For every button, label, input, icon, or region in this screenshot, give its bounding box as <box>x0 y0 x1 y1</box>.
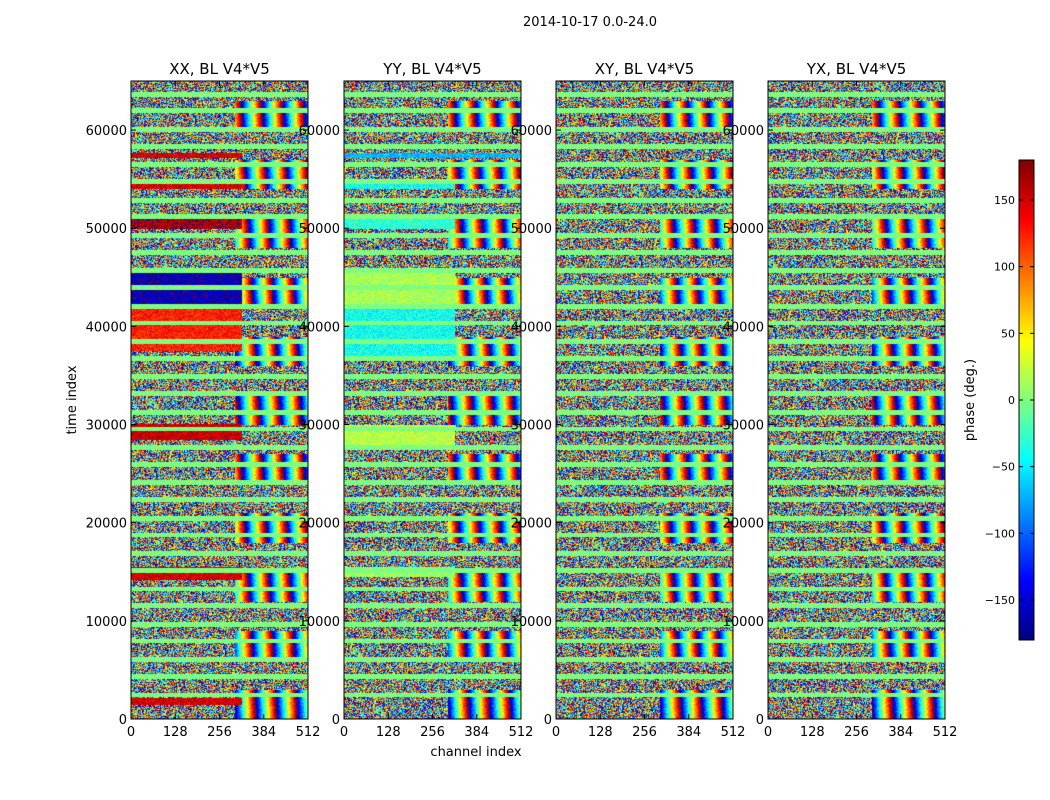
heatmap-image <box>768 81 945 719</box>
y-tick-label: 20000 <box>511 517 552 532</box>
colorbar-label: phase (deg.) <box>963 359 978 441</box>
y-tick-label: 20000 <box>86 517 127 532</box>
colorbar-tick-label: 150 <box>994 194 1015 207</box>
x-tick-label: 384 <box>251 725 276 740</box>
y-tick-label: 30000 <box>723 419 764 434</box>
colorbar-tick-label: −50 <box>992 461 1015 474</box>
y-tick-label: 60000 <box>723 124 764 139</box>
heatmap-image <box>344 81 521 719</box>
y-tick-label: 0 <box>332 713 340 728</box>
y-tick-label: 0 <box>544 713 552 728</box>
y-tick-label: 10000 <box>299 615 340 630</box>
y-tick-label: 30000 <box>299 419 340 434</box>
y-tick-label: 30000 <box>86 419 127 434</box>
x-tick-label: 128 <box>588 725 613 740</box>
x-tick-label: 128 <box>800 725 825 740</box>
panel-title: XX, BL V4*V5 <box>169 60 270 78</box>
y-tick-label: 0 <box>119 713 127 728</box>
y-tick-label: 10000 <box>511 615 552 630</box>
panel-3: XY, BL V4*V5 0 128 256 384 512 0 10000 20000 3000… <box>511 60 746 740</box>
x-tick-label: 512 <box>296 725 321 740</box>
y-tick-label: 50000 <box>299 222 340 237</box>
heatmap-image <box>556 81 733 719</box>
x-tick-label: 512 <box>933 725 958 740</box>
colorbar-tick-label: −150 <box>985 594 1015 607</box>
heatmap-canvas <box>768 81 945 719</box>
colorbar-tick-label: 100 <box>994 261 1015 274</box>
y-tick-label: 40000 <box>511 320 552 335</box>
x-tick-label: 512 <box>509 725 534 740</box>
x-tick-label: 256 <box>844 725 869 740</box>
y-tick-label: 20000 <box>723 517 764 532</box>
figure-suptitle: 2014-10-17 0.0-24.0 <box>523 15 657 30</box>
x-tick-label: 128 <box>376 725 401 740</box>
y-tick-label: 50000 <box>86 222 127 237</box>
y-tick-label: 60000 <box>299 124 340 139</box>
y-tick-label: 60000 <box>511 124 552 139</box>
colorbar-tick-label: −100 <box>985 527 1015 540</box>
x-tick-label: 384 <box>676 725 701 740</box>
y-tick-label: 40000 <box>723 320 764 335</box>
y-tick-label: 50000 <box>511 222 552 237</box>
panel-title: YY, BL V4*V5 <box>382 60 481 78</box>
panel-4: YX, BL V4*V5 0 128 256 384 512 0 10000 20000 3000… <box>723 60 958 740</box>
x-tick-label: 256 <box>207 725 232 740</box>
panels-group: XX, BL V4*V5 0 128 256 384 512 0 10000 20000 3000… <box>86 60 958 740</box>
x-axis-label: channel index <box>430 745 521 760</box>
y-tick-label: 40000 <box>86 320 127 335</box>
x-tick-label: 0 <box>127 725 135 740</box>
panel-title: YX, BL V4*V5 <box>806 60 907 78</box>
y-tick-label: 50000 <box>723 222 764 237</box>
x-tick-label: 512 <box>721 725 746 740</box>
y-tick-label: 40000 <box>299 320 340 335</box>
y-axis-label: time index <box>65 365 80 434</box>
colorbar-tick-label: 0 <box>1008 394 1015 407</box>
panel-title: XY, BL V4*V5 <box>595 60 695 78</box>
y-tick-label: 10000 <box>723 615 764 630</box>
y-tick-label: 60000 <box>86 124 127 139</box>
y-tick-label: 10000 <box>86 615 127 630</box>
heatmap-canvas <box>556 81 733 719</box>
x-tick-label: 0 <box>340 725 348 740</box>
y-tick-label: 20000 <box>299 517 340 532</box>
panel-2: YY, BL V4*V5 0 128 256 384 512 0 10000 20000 3000… <box>299 60 534 740</box>
x-tick-label: 256 <box>420 725 445 740</box>
colorbar-canvas <box>1019 160 1034 640</box>
x-tick-label: 128 <box>163 725 188 740</box>
panel-1: XX, BL V4*V5 0 128 256 384 512 0 10000 20000 3000… <box>86 60 321 740</box>
colorbar-image <box>1019 160 1034 640</box>
x-tick-label: 384 <box>464 725 489 740</box>
y-tick-label: 30000 <box>511 419 552 434</box>
y-tick-label: 0 <box>756 713 764 728</box>
x-tick-label: 384 <box>888 725 913 740</box>
colorbar: −150 −100 −50 0 50 100 150 <box>985 159 1035 641</box>
colorbar-tick-label: 50 <box>1001 327 1015 340</box>
heatmap-canvas <box>344 81 521 719</box>
heatmap-image <box>131 81 308 719</box>
x-tick-label: 256 <box>632 725 657 740</box>
heatmap-canvas <box>131 81 308 719</box>
x-tick-label: 0 <box>764 725 772 740</box>
x-tick-label: 0 <box>552 725 560 740</box>
